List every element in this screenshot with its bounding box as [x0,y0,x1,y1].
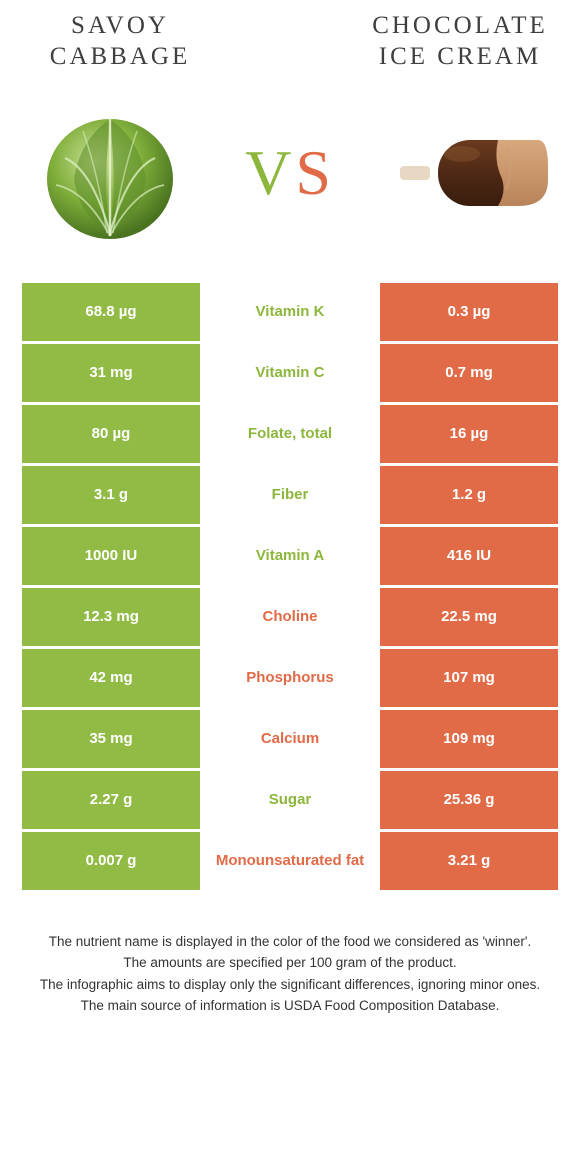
left-value: 68.8 µg [22,283,200,341]
footnotes: The nutrient name is displayed in the co… [0,890,580,1016]
table-row: 80 µgFolate, total16 µg [22,405,558,463]
right-value: 22.5 mg [380,588,558,646]
table-row: 2.27 gSugar25.36 g [22,771,558,829]
table-row: 12.3 mgCholine22.5 mg [22,588,558,646]
nutrient-label: Phosphorus [203,649,377,707]
nutrient-label: Monounsaturated fat [203,832,377,890]
nutrient-label: Fiber [203,466,377,524]
left-value: 3.1 g [22,466,200,524]
left-value: 1000 IU [22,527,200,585]
right-value: 16 µg [380,405,558,463]
left-value: 12.3 mg [22,588,200,646]
title-left: SAVOY CABBAGE [20,10,220,73]
footnote-line: The main source of information is USDA F… [30,996,550,1016]
header-row: SAVOY CABBAGE CHOCOLATE ICE CREAM [0,0,580,73]
right-value: 0.7 mg [380,344,558,402]
left-value: 42 mg [22,649,200,707]
cabbage-icon [35,98,185,248]
left-value: 80 µg [22,405,200,463]
vs-label: VS [245,136,335,210]
nutrient-label: Vitamin K [203,283,377,341]
right-value: 416 IU [380,527,558,585]
nutrient-table: 68.8 µgVitamin K0.3 µg31 mgVitamin C0.7 … [0,283,580,890]
right-value: 107 mg [380,649,558,707]
footnote-line: The infographic aims to display only the… [30,975,550,995]
left-value: 31 mg [22,344,200,402]
nutrient-label: Vitamin A [203,527,377,585]
cabbage-image [30,93,190,253]
right-value: 1.2 g [380,466,558,524]
images-row: VS [0,73,580,283]
nutrient-label: Sugar [203,771,377,829]
infographic-container: SAVOY CABBAGE CHOCOLATE ICE CREAM [0,0,580,1016]
footnote-line: The amounts are specified per 100 gram o… [30,953,550,973]
vs-s: S [295,137,335,208]
icecream-icon [390,113,550,233]
right-value: 25.36 g [380,771,558,829]
table-row: 35 mgCalcium109 mg [22,710,558,768]
table-row: 3.1 gFiber1.2 g [22,466,558,524]
table-row: 0.007 gMonounsaturated fat3.21 g [22,832,558,890]
nutrient-label: Calcium [203,710,377,768]
vs-v: V [245,137,295,208]
table-row: 1000 IUVitamin A416 IU [22,527,558,585]
table-row: 42 mgPhosphorus107 mg [22,649,558,707]
right-value: 3.21 g [380,832,558,890]
table-row: 68.8 µgVitamin K0.3 µg [22,283,558,341]
nutrient-label: Vitamin C [203,344,377,402]
table-row: 31 mgVitamin C0.7 mg [22,344,558,402]
left-value: 0.007 g [22,832,200,890]
left-value: 35 mg [22,710,200,768]
icecream-image [390,93,550,253]
footnote-line: The nutrient name is displayed in the co… [30,932,550,952]
left-value: 2.27 g [22,771,200,829]
nutrient-label: Folate, total [203,405,377,463]
right-value: 0.3 µg [380,283,558,341]
right-value: 109 mg [380,710,558,768]
nutrient-label: Choline [203,588,377,646]
title-right: CHOCOLATE ICE CREAM [360,10,560,73]
